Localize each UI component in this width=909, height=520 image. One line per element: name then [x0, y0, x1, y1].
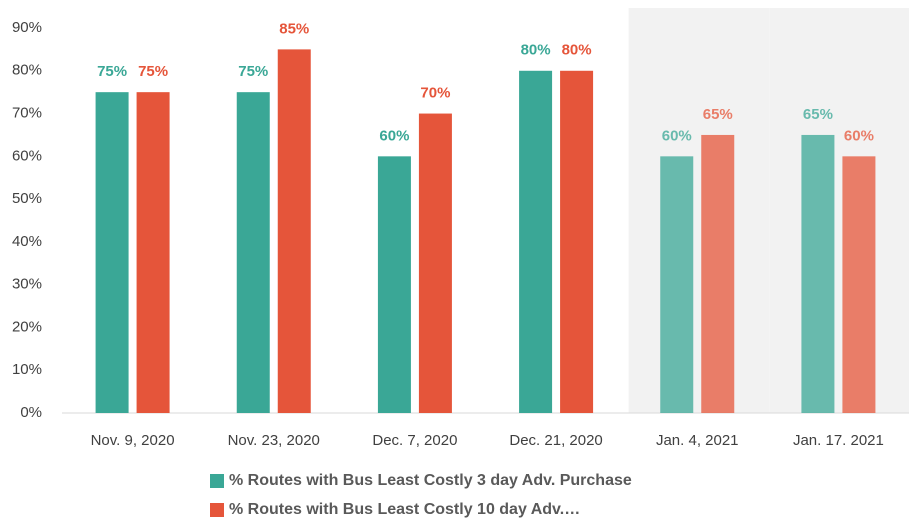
value-label: 60%	[662, 127, 692, 144]
y-tick-label: 70%	[12, 105, 42, 122]
bar	[236, 92, 270, 414]
value-label: 60%	[379, 127, 409, 144]
bar	[95, 92, 129, 414]
value-label: 75%	[238, 63, 268, 80]
bar	[560, 70, 594, 414]
bar	[377, 156, 411, 414]
x-tick-label: Dec. 7, 2020	[372, 432, 457, 449]
shaded-region	[769, 8, 909, 413]
x-tick-label: Nov. 9, 2020	[91, 432, 175, 449]
value-label: 75%	[138, 63, 168, 80]
value-label: 60%	[844, 127, 874, 144]
bar	[136, 92, 170, 414]
bar	[277, 49, 311, 414]
x-tick-label: Dec. 21, 2020	[509, 432, 602, 449]
legend-swatch	[210, 474, 224, 488]
x-tick-label: Jan. 4, 2021	[656, 432, 739, 449]
legend-label: % Routes with Bus Least Costly 10 day Ad…	[229, 501, 580, 518]
bar	[660, 156, 694, 414]
value-label: 70%	[420, 85, 450, 102]
legend-label: % Routes with Bus Least Costly 3 day Adv…	[229, 472, 632, 489]
bar	[519, 70, 553, 414]
bar	[418, 113, 452, 414]
y-tick-label: 40%	[12, 233, 42, 250]
legend-swatch	[210, 503, 224, 517]
bar	[701, 134, 735, 413]
y-tick-label: 90%	[12, 19, 42, 36]
y-tick-label: 20%	[12, 318, 42, 335]
y-tick-label: 60%	[12, 147, 42, 164]
value-label: 75%	[97, 63, 127, 80]
y-tick-label: 50%	[12, 190, 42, 207]
value-label: 80%	[521, 42, 551, 59]
bar	[801, 134, 835, 413]
x-tick-label: Jan. 17. 2021	[793, 432, 884, 449]
value-label: 80%	[562, 42, 592, 59]
y-tick-label: 10%	[12, 361, 42, 378]
shaded-region	[628, 8, 770, 413]
x-tick-label: Nov. 23, 2020	[228, 432, 320, 449]
y-tick-label: 30%	[12, 276, 42, 293]
y-tick-label: 0%	[20, 404, 42, 421]
bar	[842, 156, 876, 414]
value-label: 65%	[703, 106, 733, 123]
value-label: 65%	[803, 106, 833, 123]
value-label: 85%	[279, 20, 309, 37]
y-tick-label: 80%	[12, 62, 42, 79]
